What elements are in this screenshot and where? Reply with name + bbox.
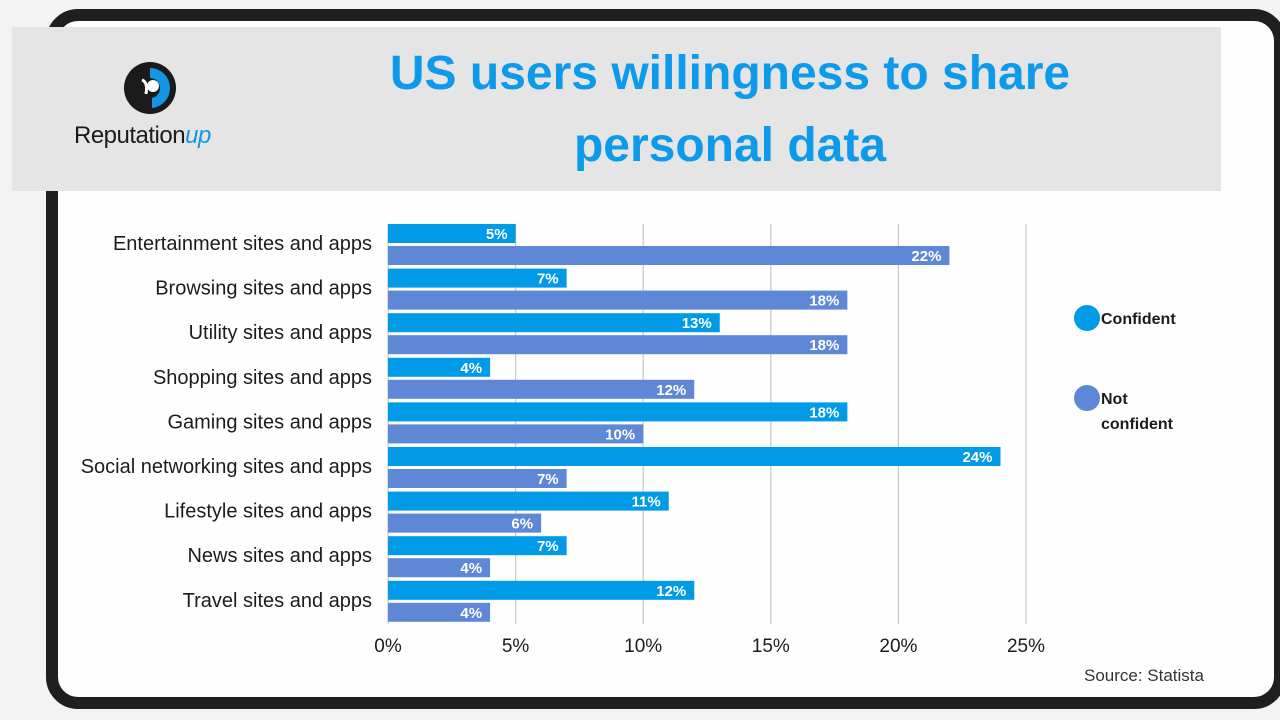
logo-text: Reputationup [74, 122, 211, 150]
category-label: News sites and apps [187, 545, 372, 567]
bar-value-label: 11% [632, 494, 661, 511]
bar-value-label: 24% [962, 449, 992, 466]
title-line-1: US users willingness to share [389, 47, 1071, 100]
legend: Confident Not confident [1074, 305, 1176, 433]
bar-layer [388, 224, 1001, 622]
legend-label: Not [1101, 391, 1128, 408]
bar-value-label: 4% [460, 360, 482, 377]
bar [388, 580, 695, 600]
category-label: Browsing sites and apps [155, 278, 372, 300]
bar-value-label: 12% [656, 583, 686, 600]
category-label: Gaming sites and apps [167, 411, 372, 433]
source-note: Source: Statista [1083, 666, 1204, 685]
logo-mark-icon [124, 62, 176, 114]
logo: Reputationup [70, 60, 240, 160]
category-label: Lifestyle sites and apps [164, 501, 372, 523]
logo-text-accent: up [185, 122, 211, 149]
category-label: Shopping sites and apps [153, 367, 372, 389]
bar-value-label: 7% [537, 538, 559, 555]
bar [388, 313, 720, 333]
bar-value-label: 22% [911, 248, 941, 265]
bar [388, 491, 669, 511]
bar [388, 402, 848, 422]
header-band [12, 27, 1221, 191]
title-line-2: personal data [573, 119, 887, 172]
logo-text-main: Reputation [74, 122, 186, 149]
bar-value-label: 6% [511, 516, 533, 533]
bar [388, 469, 567, 488]
bar [388, 602, 491, 622]
bar [388, 513, 542, 533]
bar-value-label: 18% [809, 337, 839, 354]
bar [388, 246, 950, 265]
category-label: Entertainment sites and apps [113, 233, 372, 255]
bar [388, 424, 644, 444]
x-tick-label: 15% [752, 636, 790, 657]
x-tick-label: 25% [1007, 636, 1045, 657]
legend-label: confident [1101, 416, 1174, 433]
bar [388, 558, 491, 578]
legend-label: Confident [1101, 311, 1176, 328]
bar [388, 335, 848, 355]
legend-swatch [1074, 305, 1100, 331]
bar-value-label: 13% [682, 315, 712, 332]
bar-value-label: 4% [460, 560, 482, 577]
x-tick-label: 5% [502, 636, 530, 657]
bar-value-label: 10% [605, 426, 635, 443]
category-label: Travel sites and apps [183, 590, 372, 612]
page-title: US users willingness to share personal d… [330, 38, 1130, 182]
bar-value-label: 12% [656, 382, 686, 399]
x-tick-label: 10% [624, 636, 662, 657]
x-tick-label: 20% [879, 636, 917, 657]
bar [388, 268, 567, 288]
bar [388, 447, 1001, 466]
bar-value-label: 4% [460, 605, 482, 622]
bar [388, 379, 695, 399]
label-layer: 0% 5% 10% 15% 20% 25% Entertainment sites and … [81, 226, 1045, 657]
bar [388, 536, 567, 556]
x-tick-label: 0% [374, 636, 402, 657]
bar-value-label: 18% [809, 404, 839, 421]
category-label: Social networking sites and apps [81, 456, 372, 478]
bar-value-label: 7% [537, 471, 559, 488]
bar-value-label: 18% [809, 293, 839, 310]
bar [388, 357, 491, 377]
bar [388, 290, 848, 310]
bar-value-label: 7% [537, 271, 559, 288]
bar [388, 224, 516, 243]
legend-swatch [1074, 385, 1100, 411]
category-label: Utility sites and apps [189, 322, 372, 344]
bar-value-label: 5% [486, 226, 508, 243]
